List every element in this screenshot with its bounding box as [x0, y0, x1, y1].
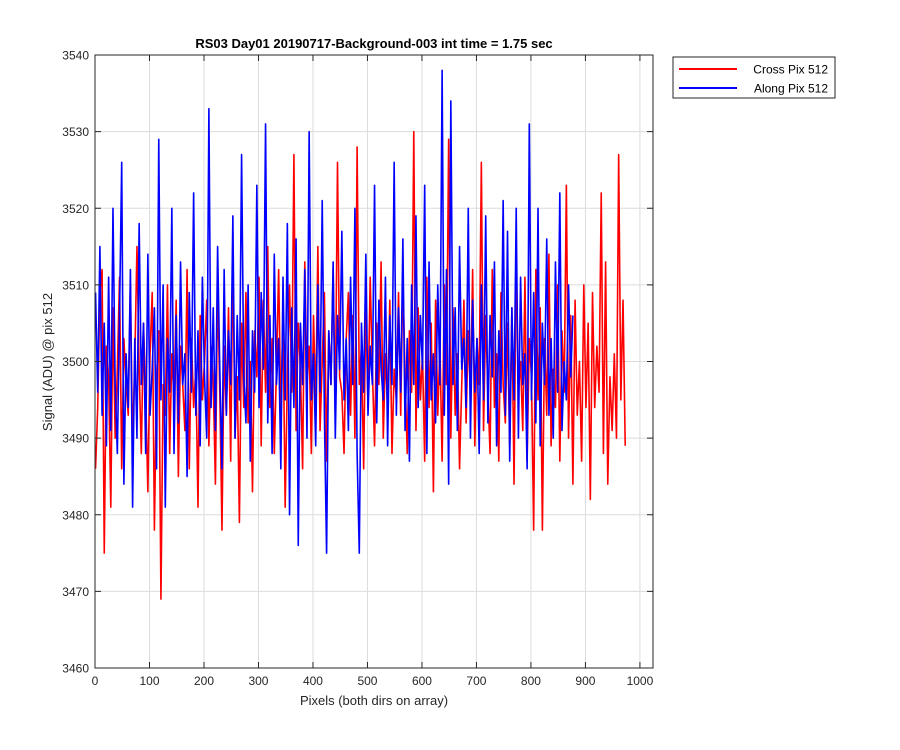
x-tick-label: 200 — [194, 674, 214, 688]
x-tick-label: 400 — [303, 674, 323, 688]
series-line-along-pix-512 — [94, 69, 574, 554]
y-tick-label: 3480 — [62, 508, 89, 522]
x-tick-label: 800 — [521, 674, 541, 688]
x-tick-label: 100 — [139, 674, 159, 688]
axis-ticks: 0 100 200 300 400 500 600 700 800 900 1000 3460 3470… — [62, 49, 653, 689]
y-tick-label: 3530 — [62, 125, 89, 139]
x-tick-label: 1000 — [627, 674, 654, 688]
series-lines — [94, 69, 627, 600]
legend: Cross Pix 512 Along Pix 512 — [672, 56, 836, 99]
x-tick-label: 0 — [92, 674, 99, 688]
y-tick-label: 3510 — [62, 278, 89, 292]
y-tick-label: 3490 — [62, 432, 89, 446]
x-tick-label: 600 — [412, 674, 432, 688]
x-tick-label: 700 — [466, 674, 486, 688]
legend-box — [672, 56, 836, 99]
y-tick-label: 3520 — [62, 202, 89, 216]
legend-label-along: Along Pix 512 — [754, 82, 828, 96]
x-axis-label: Pixels (both dirs on array) — [300, 693, 448, 708]
x-tick-label: 500 — [357, 674, 377, 688]
x-tick-label: 900 — [575, 674, 595, 688]
y-axis-label: Signal (ADU) @ pix 512 — [40, 293, 55, 431]
y-tick-label: 3470 — [62, 585, 89, 599]
legend-label-cross: Cross Pix 512 — [753, 63, 828, 77]
x-tick-label: 300 — [248, 674, 268, 688]
y-tick-label: 3540 — [62, 49, 89, 63]
y-tick-label: 3460 — [62, 662, 89, 676]
y-tick-label: 3500 — [62, 355, 89, 369]
chart-title: RS03 Day01 20190717-Background-003 int t… — [195, 36, 552, 51]
